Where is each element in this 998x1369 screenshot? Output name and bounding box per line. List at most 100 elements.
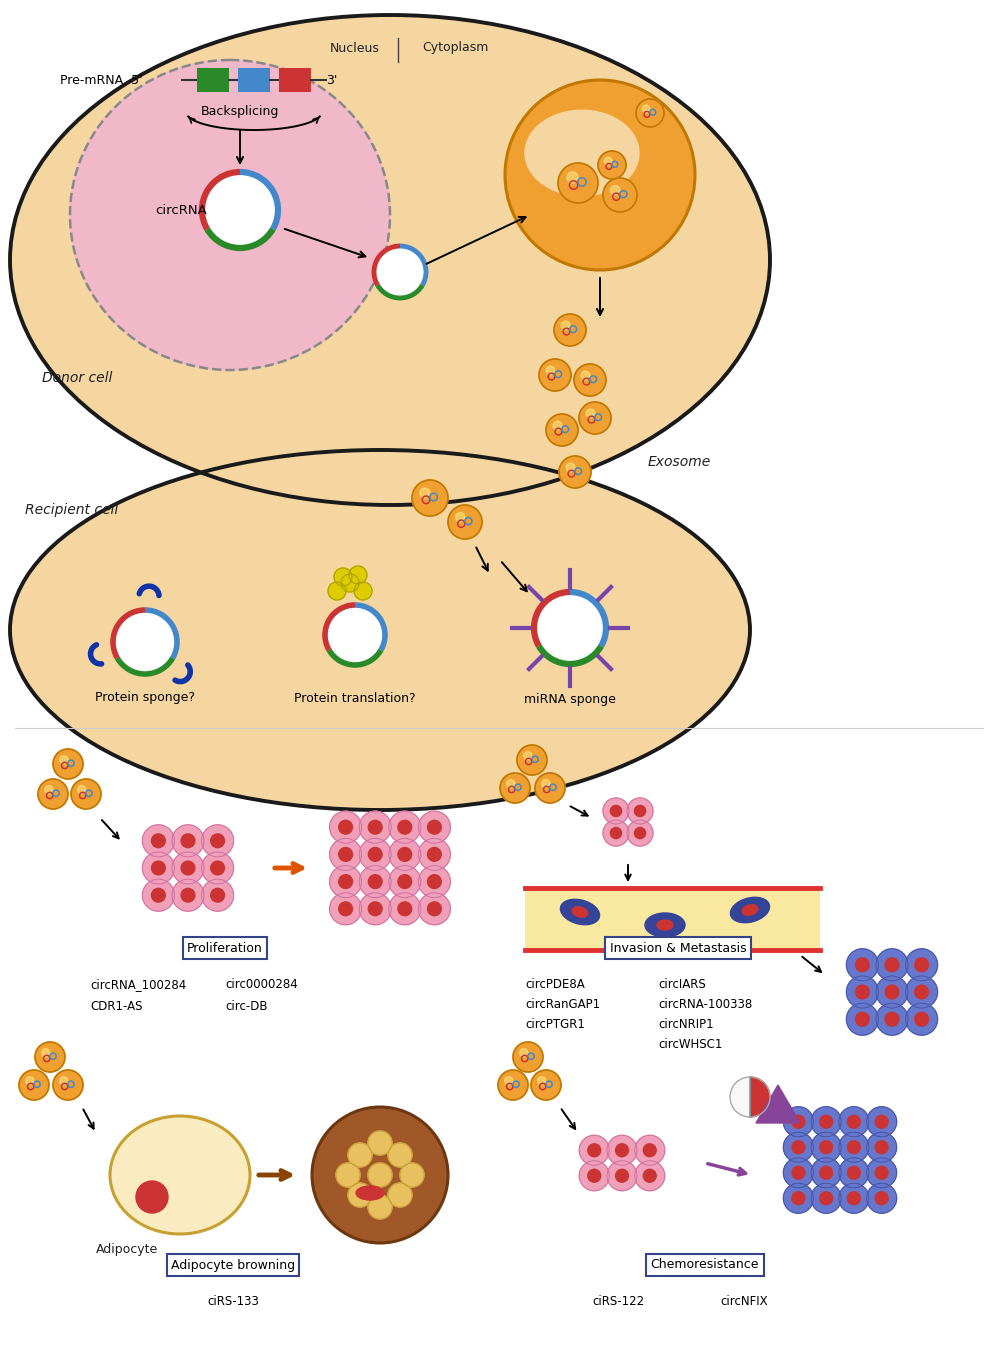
Circle shape [78,786,86,794]
Circle shape [328,582,346,600]
Circle shape [389,893,421,925]
Circle shape [644,1169,657,1183]
Text: Recipient cell: Recipient cell [25,502,118,517]
Circle shape [400,1164,424,1187]
Circle shape [635,1161,665,1191]
Circle shape [420,487,430,498]
Circle shape [349,565,367,585]
Circle shape [172,879,204,912]
Text: Adipocyte browning: Adipocyte browning [171,1258,295,1272]
Circle shape [388,1143,412,1166]
Text: Exosome: Exosome [648,455,712,470]
Circle shape [202,852,234,884]
Circle shape [368,1195,392,1218]
Circle shape [636,99,664,127]
Circle shape [60,756,68,764]
Circle shape [498,1071,528,1101]
Circle shape [875,1166,888,1179]
Circle shape [181,888,195,902]
Circle shape [783,1106,813,1136]
Circle shape [389,838,421,871]
Text: Donor cell: Donor cell [42,371,113,385]
Circle shape [604,157,612,166]
Circle shape [359,865,391,898]
Circle shape [905,949,937,980]
Circle shape [205,175,275,245]
Text: 3': 3' [326,74,337,86]
Circle shape [71,779,101,809]
Circle shape [554,314,586,346]
Circle shape [329,838,361,871]
Circle shape [839,1106,869,1136]
Circle shape [513,1042,543,1072]
Circle shape [579,1135,609,1165]
Wedge shape [750,1077,770,1117]
Circle shape [539,359,571,392]
Circle shape [53,749,83,779]
Circle shape [783,1183,813,1213]
Circle shape [875,1140,888,1154]
Circle shape [38,779,68,809]
Circle shape [368,902,382,916]
Circle shape [42,1049,50,1057]
Circle shape [398,902,412,916]
Circle shape [376,248,424,296]
Circle shape [398,820,412,834]
Polygon shape [756,1086,800,1123]
Ellipse shape [110,1116,250,1233]
Circle shape [598,151,626,179]
Circle shape [915,958,928,972]
Circle shape [338,902,352,916]
Circle shape [524,752,532,760]
Circle shape [603,178,637,212]
Circle shape [354,582,372,600]
Ellipse shape [572,906,588,917]
Circle shape [561,322,570,330]
Text: circ-DB: circ-DB [225,999,267,1013]
Circle shape [339,619,370,650]
Circle shape [847,1166,860,1179]
Circle shape [327,608,382,663]
Text: circPDE8A: circPDE8A [525,977,585,991]
Ellipse shape [657,920,673,930]
Ellipse shape [645,913,685,936]
Text: circRNA: circRNA [155,204,207,216]
Circle shape [152,834,166,847]
Circle shape [855,1012,869,1027]
Circle shape [336,1164,360,1187]
Circle shape [427,847,441,861]
Circle shape [221,190,259,230]
Circle shape [855,958,869,972]
Circle shape [389,865,421,898]
Circle shape [811,1106,841,1136]
Circle shape [334,568,352,586]
Circle shape [359,812,391,843]
Circle shape [418,893,450,925]
Circle shape [627,798,653,824]
Circle shape [905,1003,937,1035]
Text: circPTGR1: circPTGR1 [525,1019,585,1031]
Circle shape [538,1076,546,1086]
Circle shape [172,824,204,857]
Circle shape [553,422,562,430]
Circle shape [579,402,611,434]
Circle shape [389,812,421,843]
Circle shape [558,163,598,203]
Circle shape [35,1042,65,1072]
Circle shape [517,745,547,775]
Circle shape [586,409,595,418]
Text: CDR1-AS: CDR1-AS [90,999,143,1013]
Circle shape [418,865,450,898]
Text: Proliferation: Proliferation [187,942,262,954]
Circle shape [181,861,195,875]
Circle shape [202,879,234,912]
Text: Nucleus: Nucleus [330,41,380,55]
Circle shape [905,976,937,1008]
Circle shape [811,1158,841,1188]
Circle shape [847,1140,860,1154]
Circle shape [611,827,622,839]
Circle shape [412,481,448,516]
FancyBboxPatch shape [238,68,270,92]
Circle shape [45,786,53,794]
Circle shape [341,574,359,591]
